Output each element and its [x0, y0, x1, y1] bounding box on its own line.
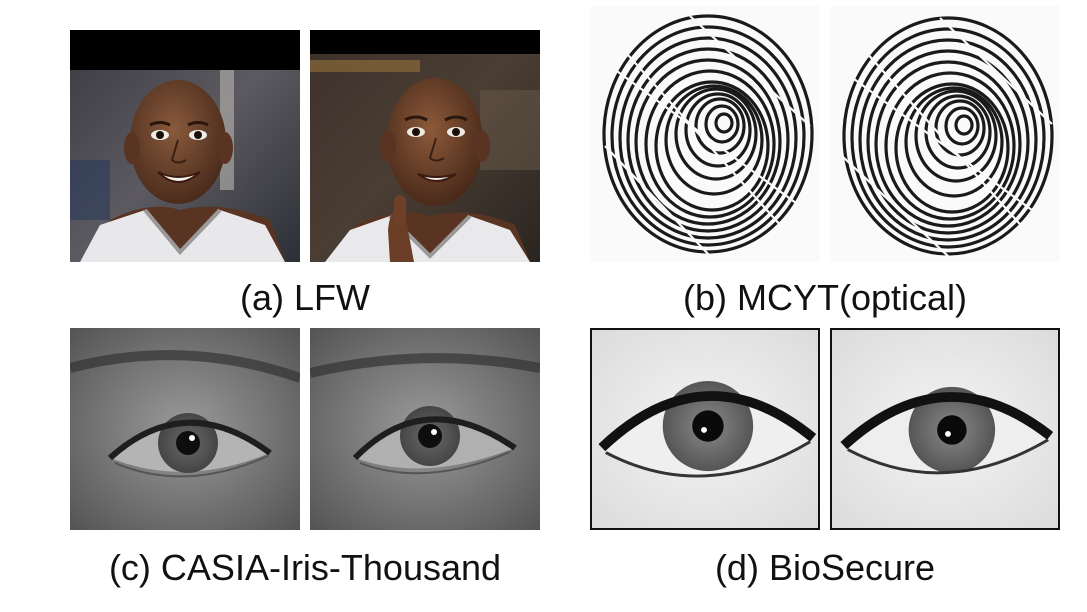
caption-mcyt: (b) MCYT(optical) [682, 277, 968, 318]
caption-lfw: (a) LFW [240, 277, 370, 318]
fingerprint-image-1 [590, 6, 820, 262]
caption-casia-iris: (c) CASIA-Iris-Thousand [108, 547, 502, 588]
iris-image-biosecure-2 [830, 328, 1060, 530]
iris-image-casia-1 [70, 328, 300, 530]
iris-image-casia-2 [310, 328, 540, 530]
caption-biosecure: (d) BioSecure [714, 547, 936, 588]
fingerprint-image-2 [830, 6, 1060, 262]
face-image-2 [310, 30, 540, 262]
iris-image-biosecure-1 [590, 328, 820, 530]
face-image-1 [70, 30, 300, 262]
